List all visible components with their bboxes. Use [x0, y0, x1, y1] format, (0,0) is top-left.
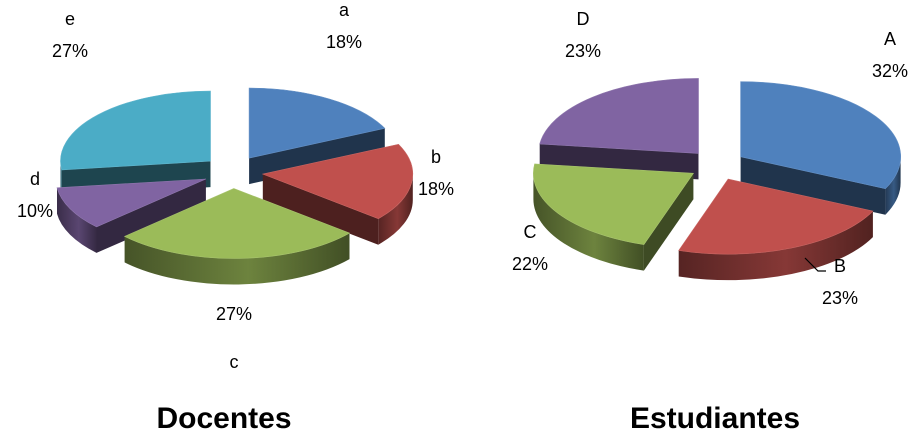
pie-slice-d [56, 178, 207, 253]
slice-category-label: D [577, 9, 590, 29]
slice-category-label: a [339, 0, 350, 20]
pie-slice-b [261, 143, 413, 245]
slice-category-label: b [431, 147, 441, 167]
slice-percent-label: 27% [52, 41, 88, 61]
docentes-chart-title: Docentes [156, 402, 291, 432]
slice-percent-label: 32% [872, 61, 908, 81]
docentes-pie-chart: a 18% b 18% c 27% d 10% e 27% [17, 0, 454, 372]
slice-percent-label: 23% [822, 288, 858, 308]
slice-percent-label: 10% [17, 201, 53, 221]
slice-percent-label: 18% [418, 179, 454, 199]
slice-category-label: B [834, 256, 846, 276]
pie-slice-d [539, 78, 699, 180]
slice-category-label: C [524, 222, 537, 242]
slice-category-label: A [884, 29, 896, 49]
pie-slice-a [740, 81, 901, 215]
slice-category-label: c [230, 352, 239, 372]
pie-slice-c [123, 188, 351, 285]
pie-slice-c [533, 163, 694, 271]
pie-slice-b [678, 178, 874, 281]
estudiantes-chart-title: Estudiantes [630, 402, 800, 432]
slice-percent-label: 23% [565, 41, 601, 61]
slice-percent-label: 27% [216, 304, 252, 324]
estudiantes-pie-chart: A 32% B 23% C 22% D 23% [512, 9, 908, 308]
leader-line [804, 257, 826, 272]
slice-percent-label: 22% [512, 254, 548, 274]
slice-percent-label: 18% [326, 32, 362, 52]
slice-category-label: e [65, 9, 75, 29]
slice-category-label: d [30, 169, 40, 189]
